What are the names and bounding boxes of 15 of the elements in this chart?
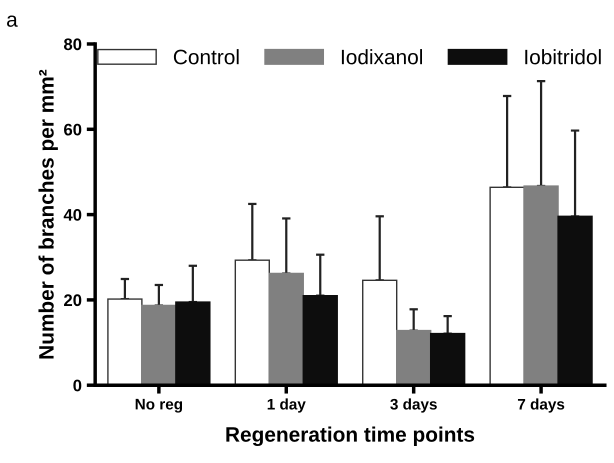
x-tick-label: 3 days	[390, 398, 437, 413]
y-axis-title: Number of branches per mm²	[38, 70, 58, 358]
legend-label: Iobitridol	[525, 49, 601, 64]
text: a	[7, 15, 18, 27]
legend-label: Iodixanol	[342, 49, 422, 64]
y-tick-label: 80	[64, 38, 82, 50]
x-tick-label: No reg	[136, 398, 182, 413]
y-tick-label: 40	[64, 209, 82, 221]
y-tick-label: 0	[73, 380, 82, 392]
legend-label: Control	[174, 49, 239, 64]
y-tick-label: 20	[64, 294, 82, 306]
x-tick-label: 7 days	[518, 398, 564, 413]
x-axis-title: Regeneration time points	[226, 426, 474, 446]
x-tick-label: 1 day	[268, 398, 306, 413]
y-tick-label: 60	[64, 124, 82, 136]
